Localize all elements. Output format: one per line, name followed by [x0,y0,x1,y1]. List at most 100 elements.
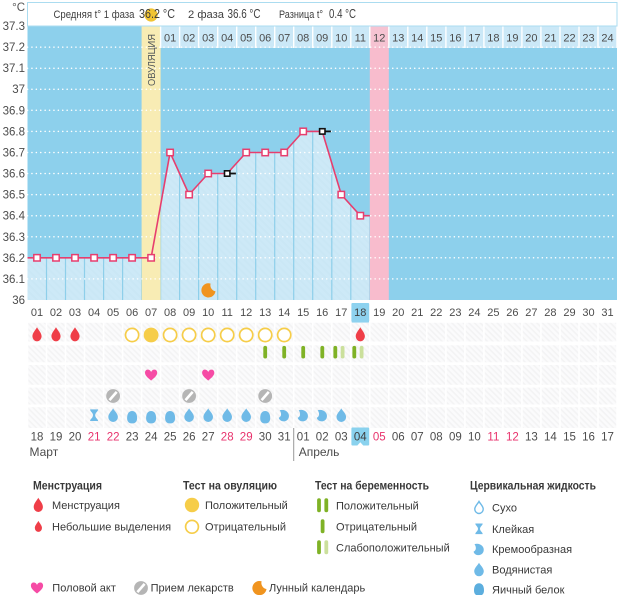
svg-text:26: 26 [506,307,518,319]
svg-text:11: 11 [487,431,499,443]
svg-text:Отрицательный: Отрицательный [336,521,417,533]
svg-text:36.3: 36.3 [3,232,25,244]
svg-text:17: 17 [335,307,347,319]
svg-text:28: 28 [221,431,234,443]
svg-text:11: 11 [221,307,232,319]
svg-text:23: 23 [449,307,461,319]
svg-text:36.6 °C: 36.6 °C [228,7,261,21]
svg-text:22: 22 [430,307,442,319]
svg-text:Клейкая: Клейкая [492,524,534,536]
svg-text:05: 05 [107,307,119,319]
svg-text:37.2: 37.2 [3,42,25,54]
svg-text:Тест на овуляцию: Тест на овуляцию [183,479,277,493]
svg-text:16: 16 [316,307,328,319]
svg-text:0.4 °C: 0.4 °C [329,7,356,21]
svg-text:11: 11 [355,32,366,44]
svg-text:08: 08 [430,431,443,443]
svg-text:09: 09 [449,431,462,443]
svg-text:36.7: 36.7 [3,148,25,160]
svg-text:08: 08 [297,32,309,44]
svg-text:26: 26 [183,431,196,443]
svg-text:15: 15 [563,431,576,443]
svg-text:07: 07 [278,32,290,44]
svg-text:16: 16 [582,431,595,443]
svg-text:18: 18 [354,307,366,319]
svg-text:Тест на беременность: Тест на беременность [315,479,429,493]
svg-text:03: 03 [202,32,214,44]
svg-text:12: 12 [373,32,385,44]
svg-text:Водянистая: Водянистая [492,565,552,577]
svg-text:01: 01 [31,307,43,319]
svg-text:09: 09 [183,307,195,319]
svg-text:07: 07 [411,431,424,443]
svg-text:23: 23 [582,32,594,44]
svg-text:24: 24 [145,431,158,443]
svg-text:10: 10 [335,32,347,44]
svg-text:17: 17 [601,431,614,443]
svg-text:18: 18 [31,431,44,443]
svg-text:18: 18 [487,32,499,44]
svg-text:24: 24 [468,307,480,319]
svg-text:30: 30 [582,307,594,319]
svg-text:Небольшие выделения: Небольшие выделения [52,521,171,533]
svg-text:37.3: 37.3 [3,21,25,33]
svg-text:36.4: 36.4 [3,211,26,223]
svg-text:14: 14 [411,32,423,44]
svg-text:22: 22 [107,431,120,443]
svg-text:31: 31 [601,307,613,319]
svg-text:30: 30 [259,431,272,443]
svg-text:2 фаза: 2 фаза [188,9,225,21]
svg-text:09: 09 [316,32,328,44]
svg-text:27: 27 [525,307,537,319]
svg-text:21: 21 [544,32,556,44]
svg-text:Слабоположительный: Слабоположительный [336,542,450,554]
svg-text:13: 13 [525,431,538,443]
svg-text:20: 20 [392,307,404,319]
svg-text:04: 04 [221,32,233,44]
svg-text:37: 37 [12,84,25,96]
svg-text:06: 06 [126,307,138,319]
svg-text:16: 16 [449,32,461,44]
svg-text:01: 01 [164,32,176,44]
svg-text:36: 36 [12,295,25,307]
svg-text:Лунный календарь: Лунный календарь [269,583,366,595]
svg-text:36.2: 36.2 [3,253,25,265]
svg-text:01: 01 [297,431,310,443]
svg-text:13: 13 [259,307,271,319]
svg-text:Прием лекарств: Прием лекарств [151,583,234,595]
svg-text:15: 15 [430,32,442,44]
svg-text:10: 10 [468,431,481,443]
svg-text:Разница t°: Разница t° [279,9,323,21]
svg-text:14: 14 [278,307,290,319]
svg-text:31: 31 [278,431,291,443]
svg-text:36.9: 36.9 [3,105,25,117]
svg-text:25: 25 [164,431,177,443]
svg-text:36.6: 36.6 [3,169,25,181]
svg-text:°C: °C [12,2,25,14]
svg-text:14: 14 [544,431,557,443]
svg-text:02: 02 [50,307,62,319]
svg-text:13: 13 [392,32,404,44]
svg-text:19: 19 [506,32,518,44]
svg-text:28: 28 [544,307,556,319]
svg-text:29: 29 [240,431,253,443]
svg-text:Март: Март [30,445,59,459]
svg-text:02: 02 [316,431,329,443]
svg-text:05: 05 [373,431,386,443]
svg-text:06: 06 [259,32,271,44]
svg-text:Яичный белок: Яичный белок [492,585,565,595]
svg-text:07: 07 [145,307,157,319]
svg-text:Менструация: Менструация [52,500,120,512]
svg-text:03: 03 [335,431,348,443]
svg-text:02: 02 [183,32,195,44]
svg-text:19: 19 [50,431,63,443]
svg-text:21: 21 [411,307,423,319]
svg-text:20: 20 [69,431,82,443]
svg-text:Отрицательный: Отрицательный [205,522,286,534]
svg-text:04: 04 [88,307,100,319]
svg-text:22: 22 [563,32,575,44]
svg-text:Кремообразная: Кремообразная [492,544,572,556]
svg-text:29: 29 [563,307,575,319]
svg-text:36.5: 36.5 [3,190,25,202]
svg-text:Положительный: Положительный [205,500,288,512]
